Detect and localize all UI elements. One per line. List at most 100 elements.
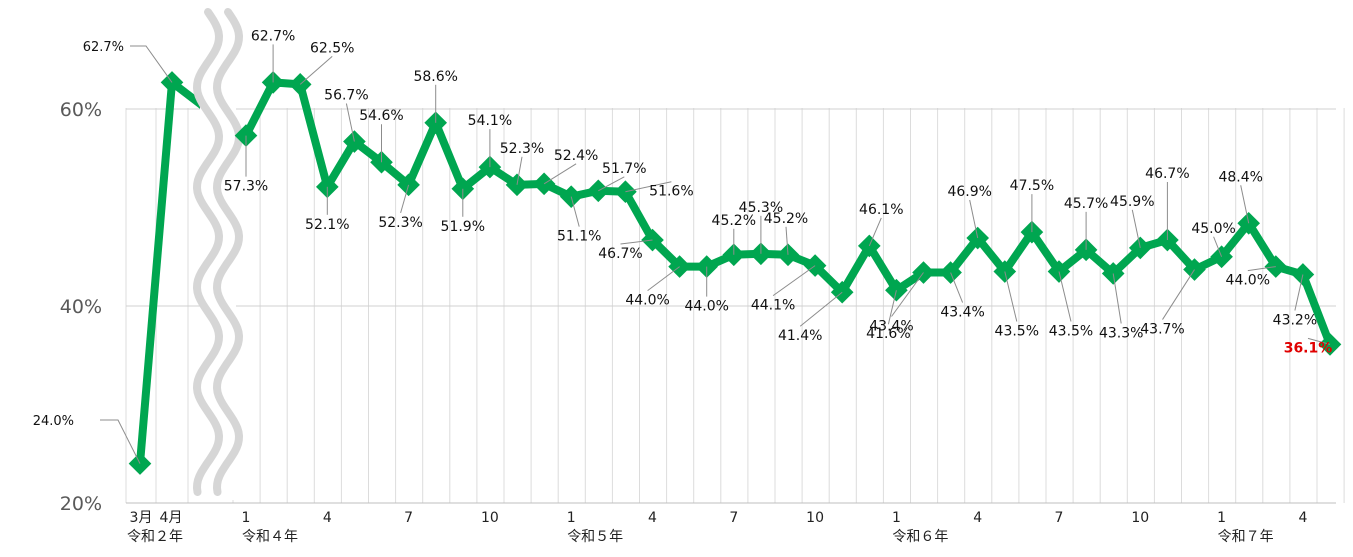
- leader-line: [1294, 274, 1304, 311]
- data-label: 45.9%: [1110, 194, 1154, 210]
- data-label: 43.4%: [940, 305, 984, 321]
- data-label: 52.1%: [305, 217, 349, 233]
- data-label: 52.3%: [500, 141, 544, 157]
- data-label: 45.3%: [739, 200, 783, 216]
- axis-break-wave: [212, 8, 244, 496]
- data-label: 41.6%: [866, 326, 910, 342]
- data-label: 56.7%: [324, 88, 368, 104]
- year-label: 令和６年: [892, 529, 948, 545]
- axis-break-wave: [192, 8, 224, 496]
- leader-line: [799, 291, 843, 327]
- leader-line: [950, 272, 964, 303]
- x-tick-label: 4: [648, 510, 657, 526]
- data-label: 62.7%: [83, 40, 124, 55]
- leader-line: [1162, 269, 1195, 320]
- leader-line: [1112, 273, 1122, 324]
- year-label: 令和４年: [242, 529, 298, 545]
- data-label: 44.0%: [684, 299, 728, 315]
- data-label: 43.2%: [1273, 312, 1317, 328]
- data-label: 62.7%: [251, 28, 295, 44]
- leader-line: [868, 217, 882, 247]
- leader-line: [887, 290, 897, 325]
- leader-line: [647, 266, 680, 292]
- data-label: 43.3%: [1099, 325, 1143, 341]
- data-label: 44.0%: [625, 293, 669, 309]
- leader-line: [1247, 266, 1276, 272]
- data-label: 43.5%: [1049, 324, 1093, 340]
- leader-line: [100, 419, 141, 464]
- y-tick-label: 60%: [60, 99, 102, 121]
- x-tick-label: 1: [242, 510, 251, 526]
- leader-line: [1004, 271, 1018, 322]
- data-label: 45.0%: [1191, 221, 1235, 237]
- x-tick-label: 7: [1055, 510, 1064, 526]
- year-label: 令和５年: [567, 529, 623, 545]
- x-tick-label: 4: [1298, 510, 1307, 526]
- x-tick-label: 10: [1131, 510, 1149, 526]
- data-label: 48.4%: [1218, 169, 1262, 185]
- data-label: 51.9%: [441, 219, 485, 235]
- data-label: 47.5%: [1010, 178, 1054, 194]
- leader-line: [299, 55, 333, 85]
- data-label: 45.2%: [764, 211, 808, 227]
- leader-line: [516, 156, 523, 185]
- data-label: 52.3%: [378, 215, 422, 231]
- data-label: 36.1%: [1284, 340, 1333, 356]
- data-label: 44.0%: [1226, 273, 1270, 289]
- leader-line: [1307, 337, 1331, 345]
- leader-line: [620, 239, 653, 245]
- series-line-left: [136, 82, 176, 464]
- leader-line: [785, 226, 789, 255]
- data-label: 46.7%: [598, 246, 642, 262]
- data-label: 24.0%: [33, 414, 74, 429]
- data-label: 52.4%: [554, 148, 598, 164]
- leader-line: [598, 176, 625, 192]
- y-tick-label: 20%: [60, 493, 102, 515]
- x-tick-label: 4: [973, 510, 982, 526]
- x-tick-label: 1: [1217, 510, 1226, 526]
- y-tick-label: 40%: [60, 296, 102, 318]
- leader-line: [969, 199, 979, 239]
- leader-line: [1131, 209, 1141, 248]
- data-label: 46.9%: [947, 184, 991, 200]
- leader-line: [1213, 236, 1223, 257]
- leader-line: [345, 103, 355, 142]
- x-tick-label: 4: [323, 510, 332, 526]
- leader-line: [625, 181, 672, 193]
- leader-line: [891, 272, 924, 317]
- leader-line: [1058, 271, 1072, 322]
- year-label: 令和７年: [1218, 529, 1274, 545]
- x-tick-label: 1: [567, 510, 576, 526]
- data-label: 54.6%: [359, 108, 403, 124]
- x-tick-label: 10: [806, 510, 824, 526]
- data-label: 45.2%: [712, 213, 756, 229]
- leader-line: [130, 45, 173, 83]
- data-label: 41.4%: [778, 328, 822, 344]
- leader-line: [570, 196, 580, 227]
- data-label: 57.3%: [224, 179, 268, 195]
- leader-line: [543, 163, 577, 185]
- data-label: 44.1%: [751, 298, 795, 314]
- x-tick-label: 3月: [130, 510, 153, 526]
- data-label: 45.7%: [1064, 196, 1108, 212]
- data-label: 46.7%: [1145, 166, 1189, 182]
- x-tick-label: 7: [729, 510, 738, 526]
- x-tick-label: 10: [481, 510, 499, 526]
- data-label: 51.6%: [649, 184, 693, 200]
- leader-line: [400, 184, 410, 213]
- data-label: 46.1%: [859, 202, 903, 218]
- x-tick-label: 4月: [160, 510, 183, 526]
- leader-line: [772, 265, 816, 297]
- data-label: 51.7%: [602, 161, 646, 177]
- x-tick-label: 7: [404, 510, 413, 526]
- data-label: 62.5%: [310, 40, 354, 56]
- year-label: 令和２年: [127, 529, 183, 545]
- data-label: 43.5%: [995, 324, 1039, 340]
- leader-line: [1240, 185, 1250, 224]
- data-label: 58.6%: [413, 69, 457, 85]
- x-tick-label: 1: [892, 510, 901, 526]
- data-label: 51.1%: [557, 229, 601, 245]
- data-label: 54.1%: [468, 113, 512, 129]
- data-label: 43.7%: [1140, 322, 1184, 338]
